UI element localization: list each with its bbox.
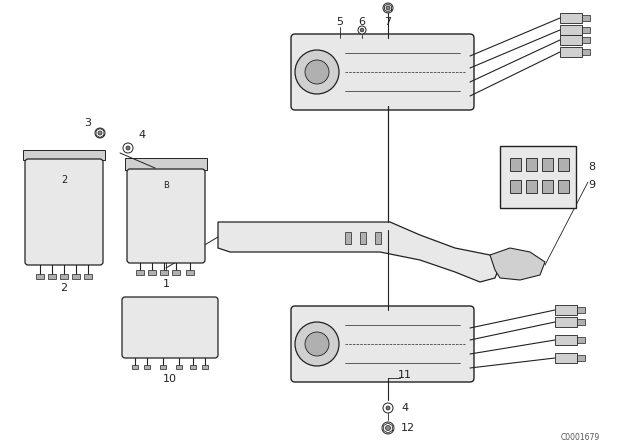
Polygon shape xyxy=(23,150,105,167)
Text: 3: 3 xyxy=(84,118,92,128)
Bar xyxy=(577,337,585,343)
Polygon shape xyxy=(125,158,207,177)
Bar xyxy=(542,158,553,171)
Circle shape xyxy=(123,143,133,153)
Bar xyxy=(360,232,366,244)
Bar xyxy=(555,353,577,363)
Bar xyxy=(526,158,537,171)
Bar xyxy=(582,37,590,43)
Text: 8: 8 xyxy=(588,162,596,172)
Text: 7: 7 xyxy=(385,17,392,27)
FancyBboxPatch shape xyxy=(122,297,218,358)
Text: 11: 11 xyxy=(398,370,412,380)
Circle shape xyxy=(95,128,105,138)
Circle shape xyxy=(305,332,329,356)
FancyBboxPatch shape xyxy=(291,34,474,110)
Bar xyxy=(132,365,138,369)
Bar xyxy=(60,274,68,279)
Text: 1: 1 xyxy=(163,279,170,289)
Bar xyxy=(558,158,569,171)
Bar xyxy=(582,27,590,33)
Circle shape xyxy=(358,26,366,34)
Bar xyxy=(560,13,582,23)
Bar xyxy=(577,319,585,325)
Bar xyxy=(148,270,156,275)
FancyBboxPatch shape xyxy=(291,306,474,382)
Circle shape xyxy=(385,426,390,431)
Bar xyxy=(36,274,44,279)
Bar xyxy=(202,365,208,369)
Text: 2: 2 xyxy=(60,283,68,293)
Circle shape xyxy=(386,6,390,10)
Text: 4: 4 xyxy=(138,130,145,140)
Circle shape xyxy=(305,60,329,84)
Bar xyxy=(560,47,582,57)
Circle shape xyxy=(360,28,364,32)
Bar xyxy=(577,307,585,313)
Bar xyxy=(160,270,168,275)
Bar xyxy=(555,305,577,315)
Circle shape xyxy=(98,131,102,135)
Text: 6: 6 xyxy=(358,17,365,27)
Bar xyxy=(560,25,582,35)
Text: 5: 5 xyxy=(337,17,344,27)
Bar xyxy=(375,232,381,244)
Bar xyxy=(190,365,196,369)
Circle shape xyxy=(383,403,393,413)
Text: B: B xyxy=(163,181,169,190)
Bar xyxy=(186,270,194,275)
Bar xyxy=(560,35,582,45)
Circle shape xyxy=(386,406,390,410)
Circle shape xyxy=(382,422,394,434)
Bar xyxy=(542,180,553,193)
Bar xyxy=(176,365,182,369)
Circle shape xyxy=(295,322,339,366)
Bar xyxy=(160,365,166,369)
Polygon shape xyxy=(490,248,545,280)
Bar xyxy=(84,274,92,279)
Bar xyxy=(48,274,56,279)
Bar xyxy=(577,355,585,361)
FancyBboxPatch shape xyxy=(127,169,205,263)
Circle shape xyxy=(295,50,339,94)
Bar xyxy=(510,180,521,193)
Bar xyxy=(72,274,80,279)
Circle shape xyxy=(126,146,130,150)
Text: C0001679: C0001679 xyxy=(561,434,600,443)
Bar xyxy=(510,158,521,171)
Bar xyxy=(526,180,537,193)
Bar xyxy=(345,232,351,244)
Bar xyxy=(555,317,577,327)
Bar xyxy=(136,270,144,275)
Bar xyxy=(555,335,577,345)
Text: 2: 2 xyxy=(61,175,67,185)
Text: 9: 9 xyxy=(588,180,596,190)
Polygon shape xyxy=(218,222,500,282)
Bar xyxy=(558,180,569,193)
Text: 12: 12 xyxy=(401,423,415,433)
Bar xyxy=(582,49,590,55)
Bar xyxy=(144,365,150,369)
FancyBboxPatch shape xyxy=(500,146,576,208)
Text: 4: 4 xyxy=(401,403,408,413)
Bar xyxy=(582,15,590,21)
Text: 10: 10 xyxy=(163,374,177,384)
Bar xyxy=(172,270,180,275)
Circle shape xyxy=(383,3,393,13)
FancyBboxPatch shape xyxy=(25,159,103,265)
